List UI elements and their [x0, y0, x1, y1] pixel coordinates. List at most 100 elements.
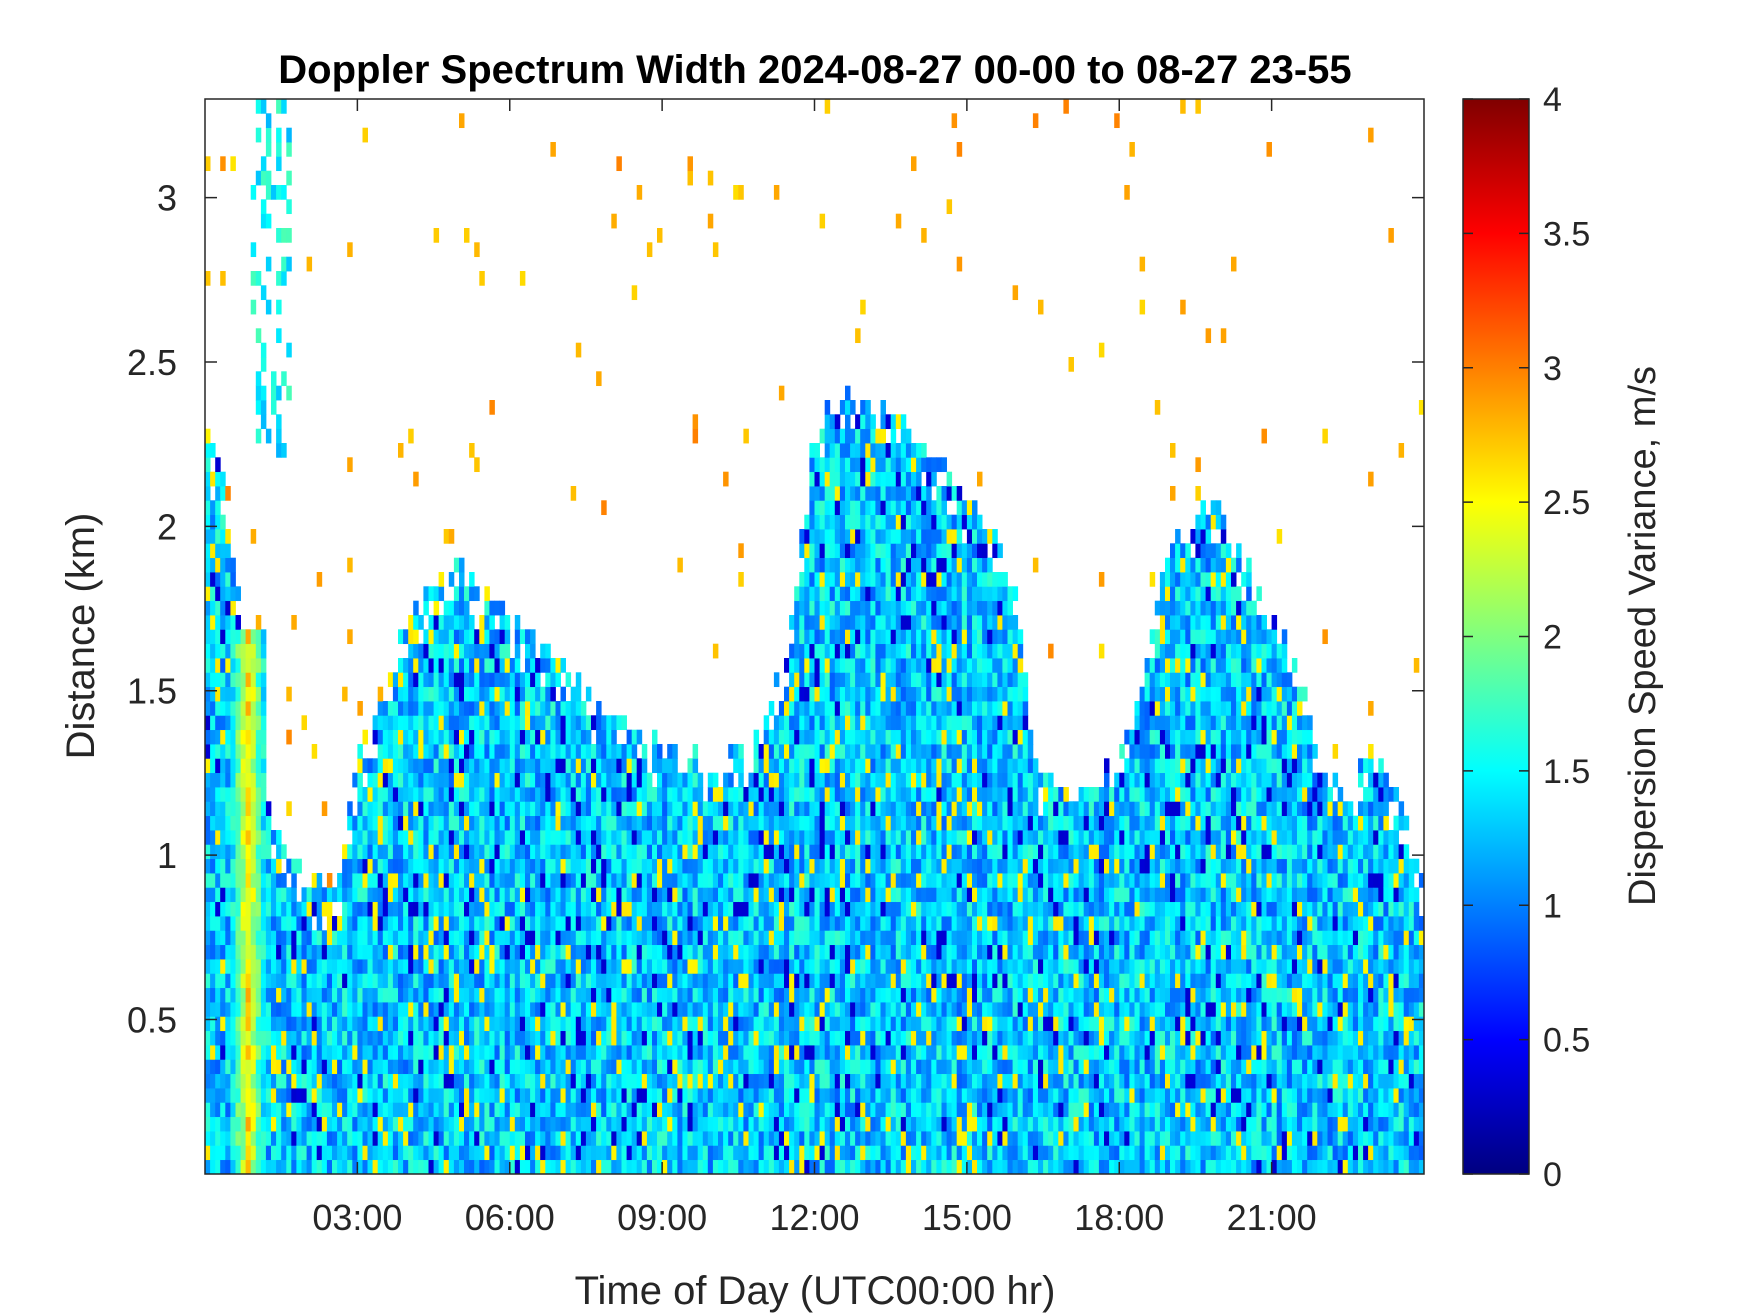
heatmap-cell	[245, 658, 252, 673]
heatmap-cell	[352, 1116, 358, 1132]
heatmap-cell	[596, 858, 602, 874]
heatmap-cell	[443, 1016, 450, 1032]
heatmap-cell	[469, 987, 475, 1003]
heatmap-cell	[448, 1073, 455, 1089]
heatmap-cell	[220, 514, 226, 530]
heatmap-cell	[809, 873, 815, 888]
heatmap-cell	[773, 959, 780, 974]
heatmap-cell	[281, 271, 287, 286]
heatmap-cell	[834, 1059, 841, 1075]
heatmap-cell	[474, 629, 480, 645]
heatmap-cell	[880, 615, 886, 630]
heatmap-cell	[433, 959, 440, 974]
heatmap-cell	[667, 815, 673, 831]
heatmap-cell	[555, 729, 561, 745]
heatmap-cell	[291, 858, 297, 874]
heatmap-cell	[438, 1102, 445, 1118]
heatmap-cell	[474, 944, 480, 960]
heatmap-cell	[255, 385, 262, 401]
heatmap-cell	[372, 1145, 379, 1161]
heatmap-cell	[789, 758, 795, 774]
heatmap-cell	[504, 987, 511, 1003]
heatmap-cell	[215, 514, 221, 530]
heatmap-cell	[357, 959, 363, 974]
heatmap-cell	[682, 959, 688, 974]
heatmap-cell	[484, 729, 490, 745]
heatmap-cell	[707, 1002, 714, 1017]
heatmap-cell	[880, 930, 886, 946]
heatmap-cell	[850, 543, 856, 559]
heatmap-cell	[382, 1016, 389, 1032]
heatmap-cell	[459, 729, 465, 745]
heatmap-cell	[758, 873, 765, 888]
heatmap-cell	[464, 801, 470, 817]
heatmap-cell	[489, 1145, 495, 1161]
heatmap-cell	[321, 973, 328, 989]
heatmap-cell	[504, 1159, 511, 1175]
heatmap-cell	[677, 787, 683, 802]
heatmap-cell	[652, 1088, 658, 1103]
heatmap-cell	[250, 758, 257, 774]
heatmap-cell	[768, 887, 775, 903]
heatmap-cell	[479, 944, 485, 960]
heatmap-cell	[880, 672, 886, 688]
heatmap-cell	[276, 299, 282, 315]
heatmap-cell	[494, 887, 500, 903]
heatmap-cell	[459, 615, 465, 630]
heatmap-cell	[230, 1059, 236, 1075]
heatmap-cell	[509, 744, 516, 759]
heatmap-cell	[875, 1073, 881, 1089]
heatmap-cell	[763, 1145, 770, 1161]
heatmap-cell	[296, 987, 302, 1003]
heatmap-cell	[814, 729, 820, 745]
heatmap-cell	[834, 772, 841, 788]
heatmap-cell	[743, 787, 749, 802]
heatmap-cell	[550, 959, 556, 974]
heatmap-cell	[504, 672, 511, 688]
heatmap-cell	[398, 830, 404, 845]
heatmap-cell	[504, 744, 511, 759]
heatmap-cell	[667, 1059, 673, 1075]
heatmap-cell	[205, 858, 211, 874]
heatmap-cell	[748, 844, 754, 860]
heatmap-cell	[626, 801, 633, 817]
heatmap-cell	[342, 858, 348, 874]
heatmap-cell	[220, 830, 226, 845]
heatmap-cell	[474, 959, 480, 974]
heatmap-cell	[474, 643, 480, 659]
heatmap-cell	[631, 887, 638, 903]
heatmap-cell	[834, 1102, 841, 1118]
heatmap-cell	[560, 873, 566, 888]
heatmap-cell	[433, 1016, 440, 1032]
heatmap-cell	[428, 930, 434, 946]
heatmap-cell	[550, 787, 556, 802]
heatmap-cell	[413, 901, 419, 917]
heatmap-cell	[210, 543, 216, 559]
heatmap-cell	[413, 772, 419, 788]
heatmap-cell	[408, 615, 414, 630]
heatmap-cell	[423, 643, 429, 659]
heatmap-cell	[286, 256, 292, 272]
heatmap-cell	[839, 801, 846, 817]
heatmap-cell	[281, 1073, 287, 1089]
heatmap-cell	[230, 586, 236, 602]
heatmap-cell	[337, 1059, 343, 1075]
heatmap-cell	[469, 944, 475, 960]
heatmap-cell	[768, 844, 775, 860]
heatmap-cell	[794, 629, 800, 645]
heatmap-cell	[845, 873, 851, 888]
heatmap-cell	[453, 701, 460, 716]
heatmap-cell	[845, 600, 851, 616]
heatmap-cell	[265, 1016, 272, 1032]
heatmap-cell	[692, 1131, 699, 1146]
heatmap-cell	[555, 1131, 561, 1146]
heatmap-cell	[504, 801, 511, 817]
heatmap-cell	[875, 572, 881, 587]
heatmap-cell	[453, 1030, 460, 1046]
heatmap-cell	[499, 600, 506, 616]
heatmap-cell	[448, 1131, 455, 1146]
heatmap-cell	[250, 959, 257, 974]
heatmap-cell	[794, 1030, 800, 1046]
heatmap-cell	[773, 916, 780, 931]
heatmap-cell	[570, 830, 577, 845]
